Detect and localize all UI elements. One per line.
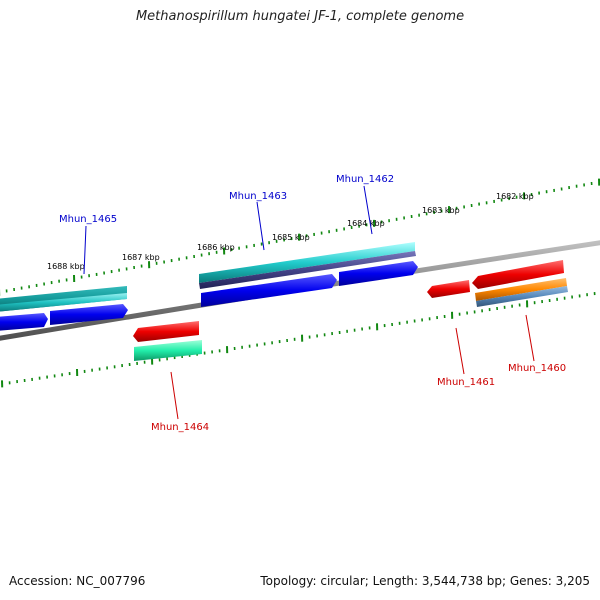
ruler-label-1688: 1688 kbp (47, 262, 85, 271)
gene-label-mhun-1462[interactable]: Mhun_1462 (336, 174, 394, 185)
accession-label: Accession: NC_007796 (9, 574, 146, 588)
ruler-label-1683: 1683 kbp (422, 206, 460, 215)
ruler-label-1684: 1684 kbp (347, 219, 385, 228)
gene-label-mhun-1461[interactable]: Mhun_1461 (437, 377, 495, 388)
leader-mhun-1460 (525, 314, 535, 362)
outer-ruler (0, 178, 600, 296)
cds-arrow-mhun-1460[interactable] (472, 260, 564, 289)
gene-feature-mhun-1460[interactable] (475, 278, 567, 301)
gene-feature-mhun-1463[interactable] (199, 242, 415, 283)
leader-mhun-1462 (363, 185, 373, 235)
ruler-label-1682: 1682 kbp (496, 192, 534, 201)
gene-feature-mhun-1465-inner[interactable] (0, 293, 127, 312)
genome-summary: Topology: circular; Length: 3,544,738 bp… (260, 574, 590, 588)
cds-arrow-mhun-1464[interactable] (133, 321, 199, 342)
inner-ruler (1, 292, 596, 388)
gene-feature-mhun-1460-b[interactable] (476, 286, 568, 307)
ruler-label-1685: 1685 kbp (272, 233, 310, 242)
leader-mhun-1461 (455, 327, 465, 375)
gene-label-mhun-1460[interactable]: Mhun_1460 (508, 363, 566, 374)
cds-arrow-mhun-1465-b[interactable] (50, 304, 128, 325)
cds-arrow-mhun-1463[interactable] (201, 274, 337, 307)
leader-mhun-1465 (83, 225, 87, 275)
ruler-label-1687: 1687 kbp (122, 253, 160, 262)
map-title: Methanospirillum hungatei JF-1, complete… (135, 9, 465, 24)
gene-label-mhun-1464[interactable]: Mhun_1464 (151, 422, 209, 433)
gene-feature-mhun-1464[interactable] (134, 340, 202, 361)
gene-feature-mhun-1462-region[interactable] (199, 251, 416, 289)
ruler-label-1686: 1686 kbp (197, 243, 235, 252)
cds-arrow-mhun-1465-a[interactable] (0, 313, 48, 331)
cds-arrow-mhun-1462[interactable] (339, 261, 418, 286)
gene-label-mhun-1463[interactable]: Mhun_1463 (229, 191, 287, 202)
gene-label-mhun-1465[interactable]: Mhun_1465 (59, 214, 117, 225)
leader-mhun-1463 (256, 201, 265, 251)
cds-arrow-mhun-1461[interactable] (427, 280, 470, 298)
leader-mhun-1464 (170, 371, 179, 420)
